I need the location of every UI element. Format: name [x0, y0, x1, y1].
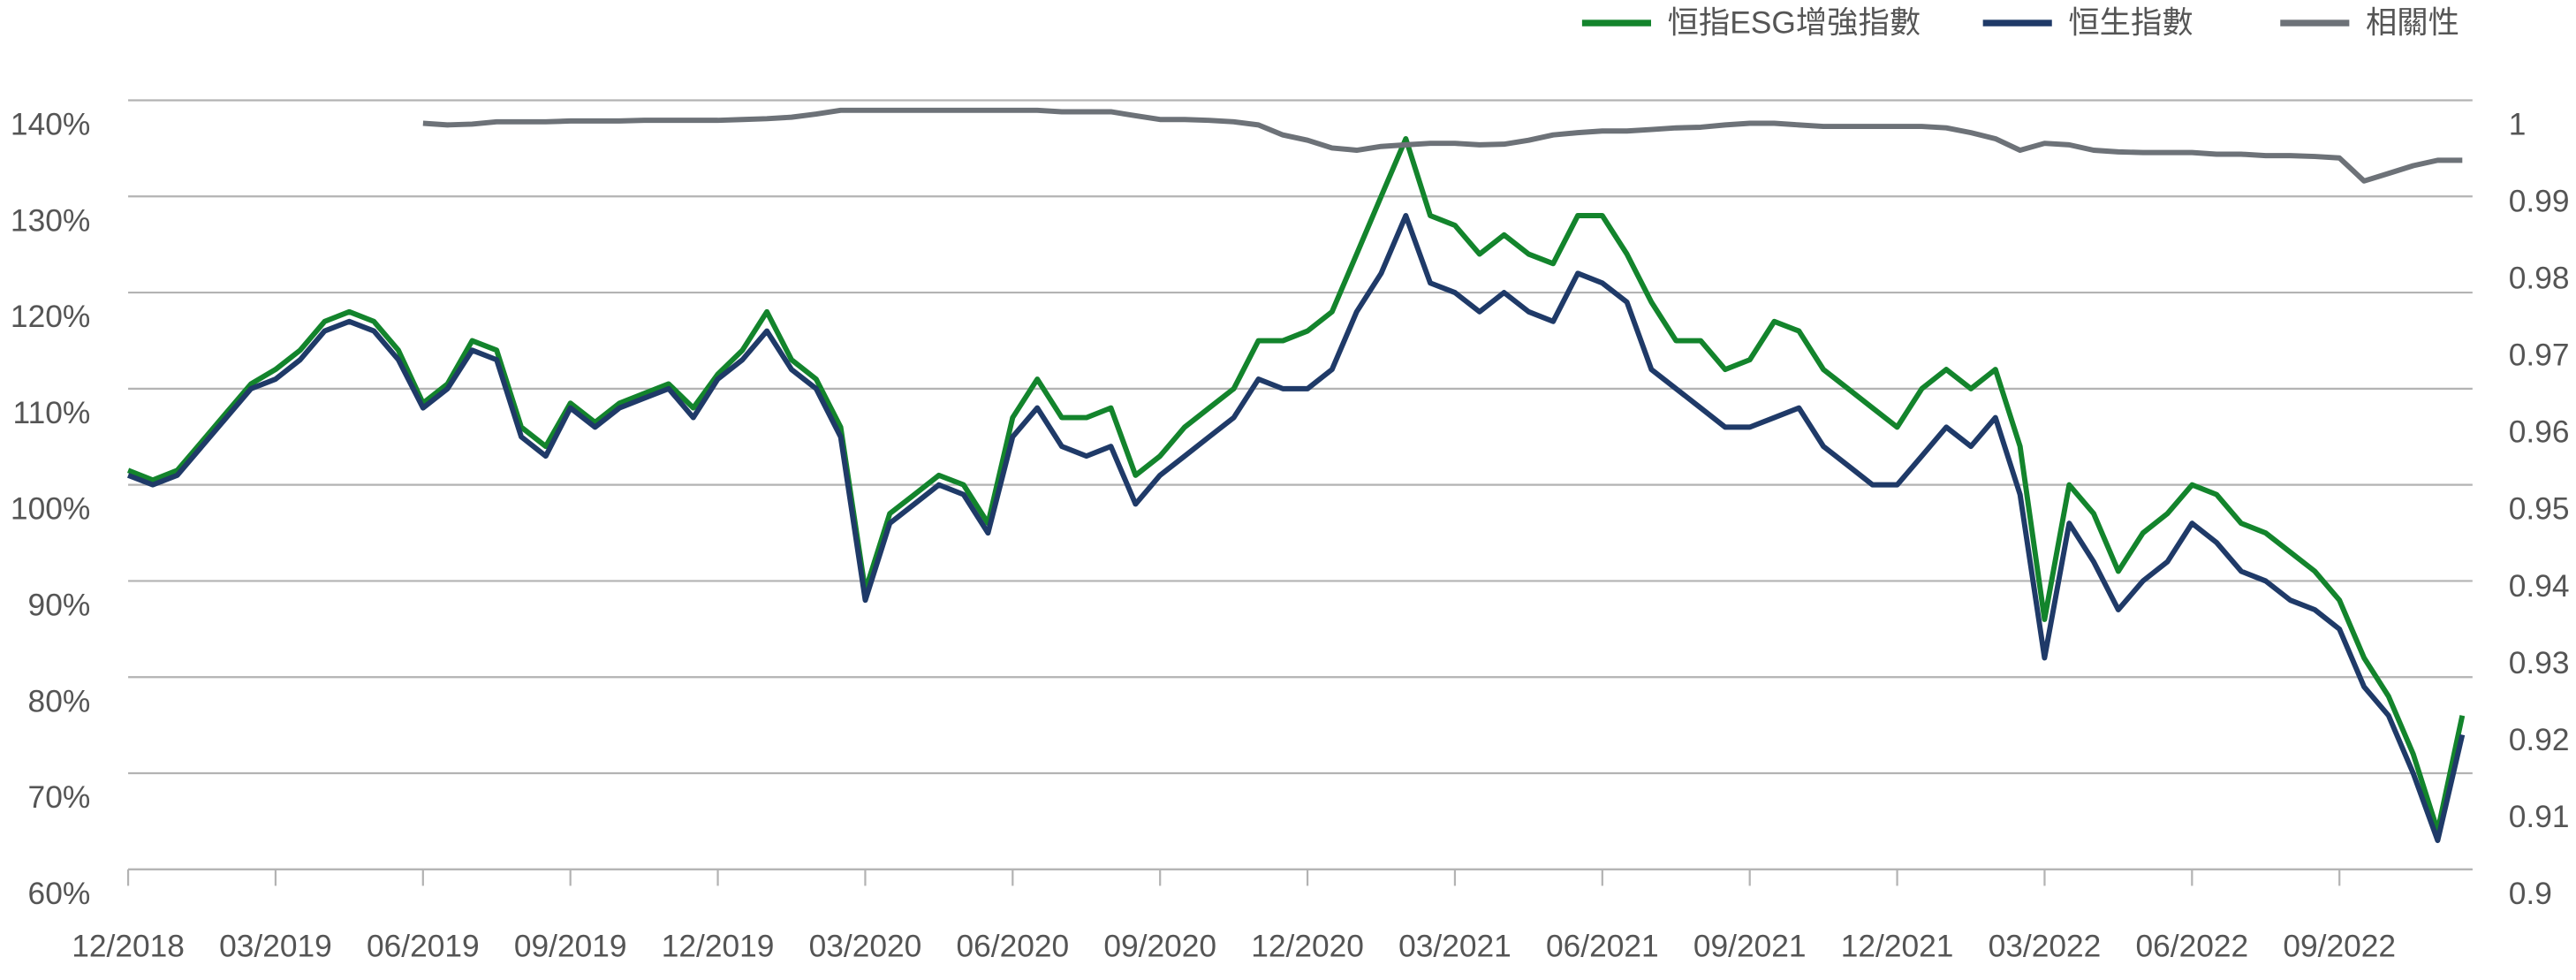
x-tick-label: 09/2019	[514, 929, 627, 963]
y2-tick-label: 0.98	[2509, 262, 2570, 296]
x-tick-label: 09/2022	[2283, 929, 2396, 963]
y2-tick-label: 0.92	[2509, 723, 2570, 757]
y-tick-label: 120%	[11, 300, 90, 334]
y-tick-label: 90%	[28, 589, 91, 623]
legend: 恒指ESG增強指數 恒生指數 相關性	[1581, 5, 2459, 40]
y2-tick-label: 0.9	[2509, 877, 2552, 911]
y2-tick-label: 0.95	[2509, 492, 2570, 527]
x-tick-label: 12/2021	[1841, 929, 1954, 963]
x-tick-label: 06/2019	[367, 929, 480, 963]
y-tick-label: 130%	[11, 203, 90, 238]
y2-tick-label: 0.94	[2509, 569, 2570, 604]
y2-tick-label: 0.96	[2509, 415, 2570, 450]
x-tick-label: 12/2019	[662, 929, 775, 963]
y-tick-label: 100%	[11, 492, 90, 527]
x-tick-label: 09/2021	[1693, 929, 1807, 963]
x-tick-label: 12/2020	[1251, 929, 1364, 963]
legend-label: 恒生指數	[2068, 5, 2193, 40]
y2-tick-label: 1	[2509, 108, 2527, 142]
x-tick-label: 06/2022	[2135, 929, 2248, 963]
x-tick-label: 06/2020	[956, 929, 1069, 963]
series-line	[126, 136, 2466, 834]
x-tick-label: 09/2020	[1103, 929, 1216, 963]
y-tick-label: 140%	[11, 108, 90, 142]
legend-label: 相關性	[2366, 5, 2459, 40]
y2-tick-label: 0.99	[2509, 185, 2570, 219]
y-tick-label: 70%	[28, 780, 91, 815]
x-tick-label: 03/2021	[1398, 929, 1512, 963]
y2-tick-label: 0.91	[2509, 800, 2570, 834]
y2-tick-label: 0.97	[2509, 338, 2570, 373]
x-tick-label: 03/2020	[809, 929, 922, 963]
y2-tick-label: 0.93	[2509, 646, 2570, 680]
series-line	[422, 107, 2463, 184]
y-tick-label: 80%	[28, 684, 91, 718]
x-tick-label: 03/2022	[1989, 929, 2102, 963]
x-tick-label: 12/2018	[72, 929, 185, 963]
y-tick-label: 110%	[13, 396, 91, 430]
x-tick-label: 03/2019	[219, 929, 332, 963]
y-tick-label: 60%	[28, 877, 91, 911]
series-line	[126, 213, 2466, 844]
x-tick-label: 06/2021	[1546, 929, 1659, 963]
legend-label: 恒指ESG增強指數	[1668, 5, 1921, 40]
